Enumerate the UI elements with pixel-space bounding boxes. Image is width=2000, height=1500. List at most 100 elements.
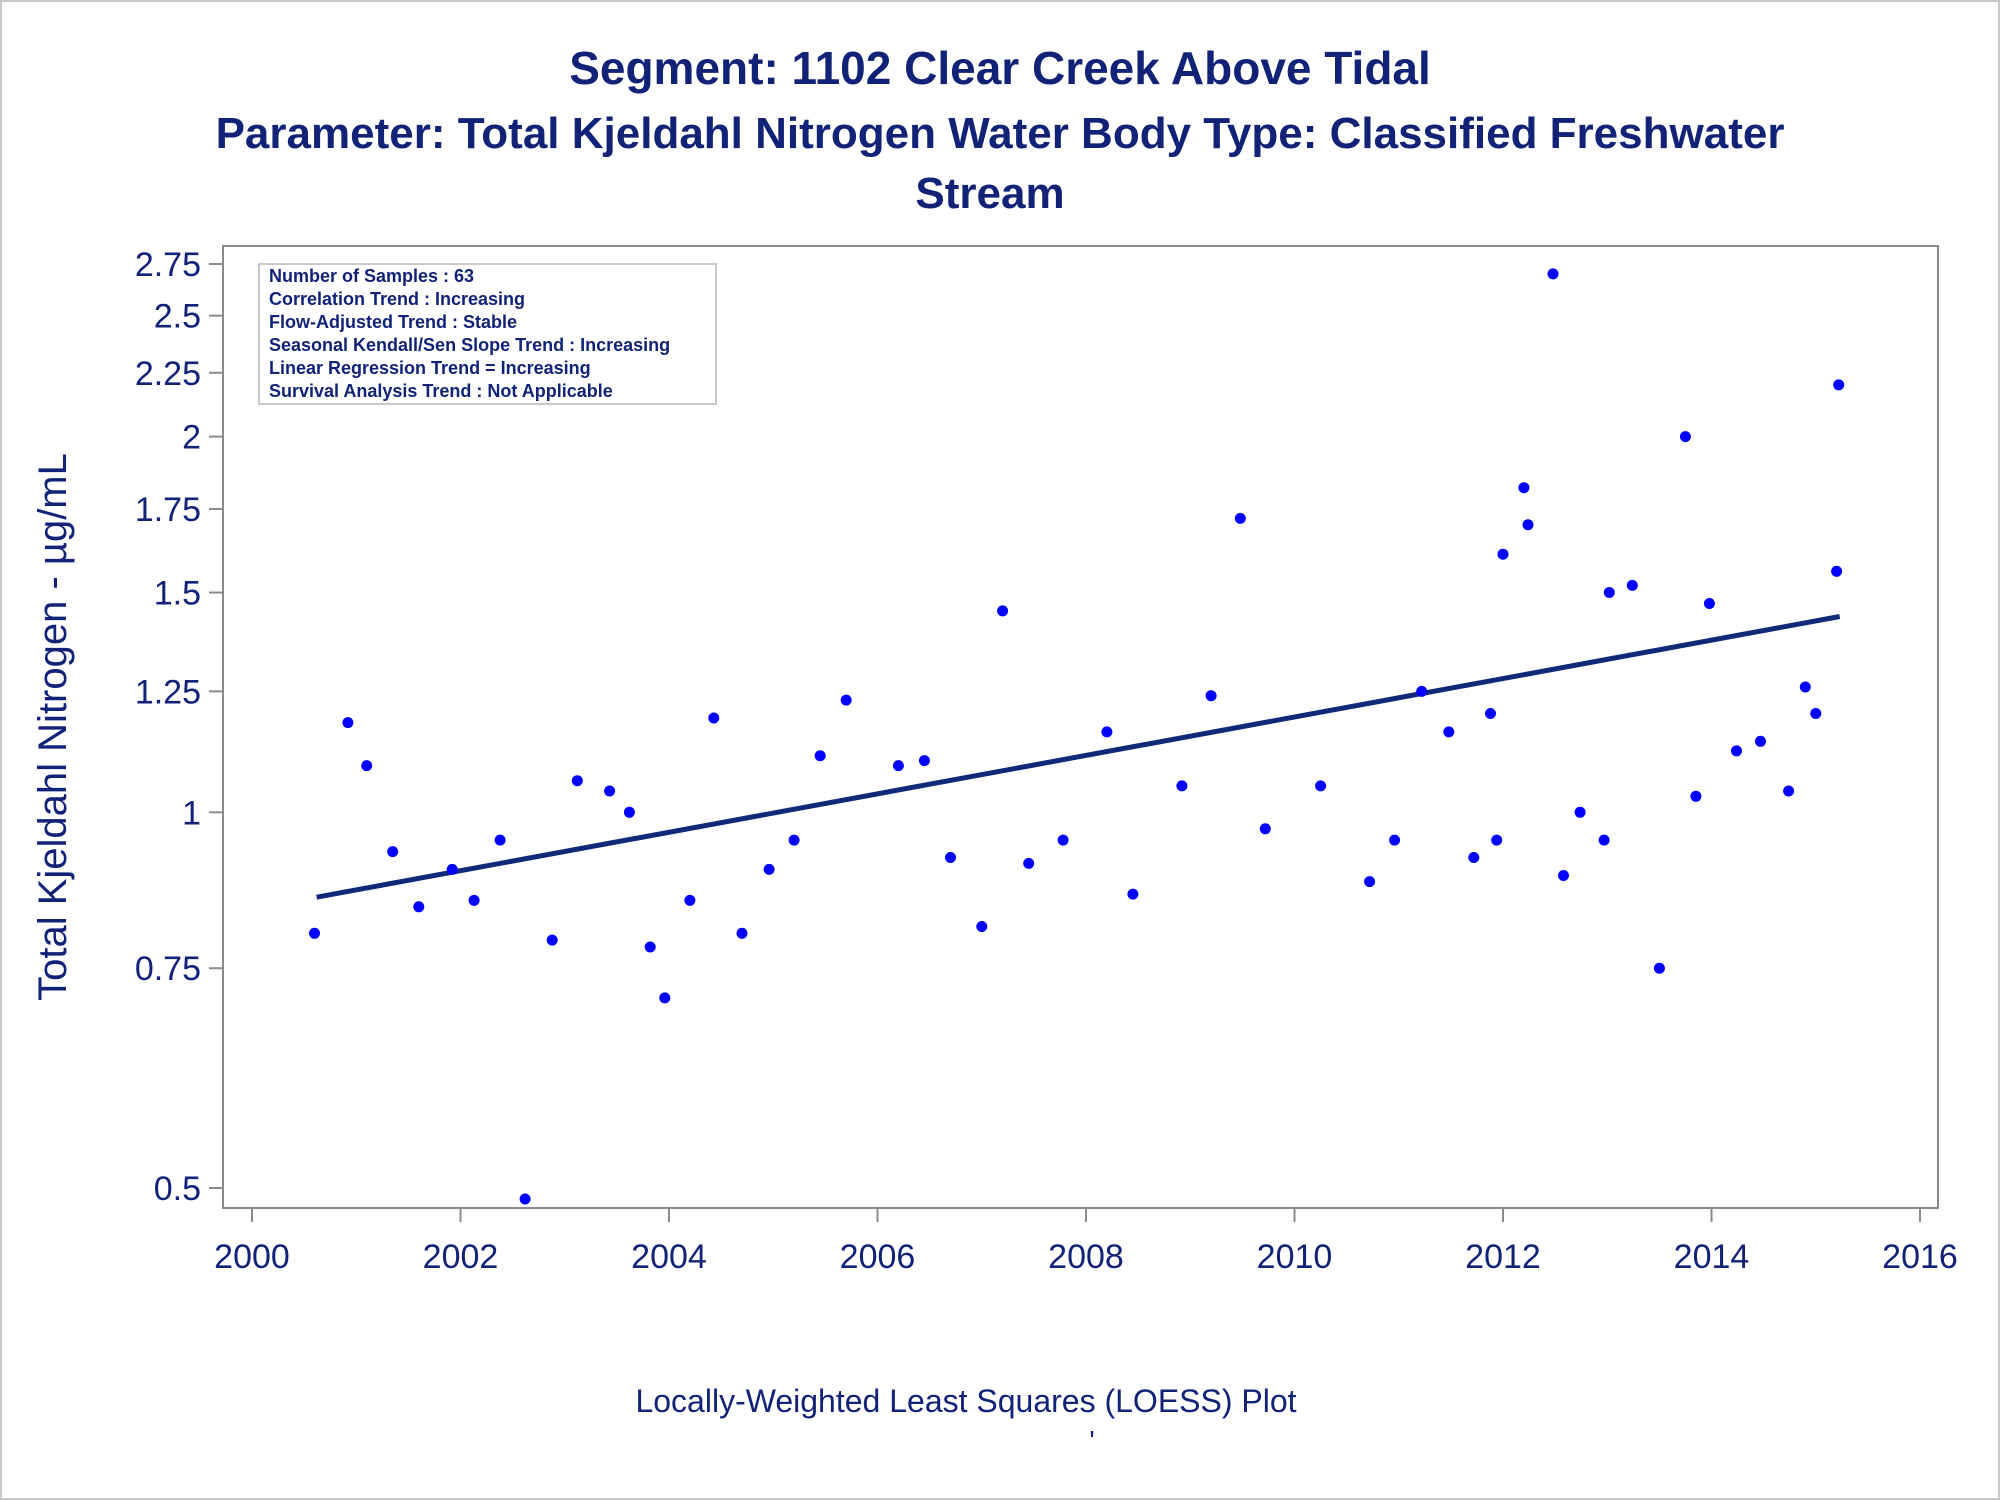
info-line: Survival Analysis Trend : Not Applicable xyxy=(269,381,613,401)
data-point xyxy=(840,694,852,706)
info-line: Seasonal Kendall/Sen Slope Trend : Incre… xyxy=(269,335,670,355)
data-point xyxy=(1731,745,1742,757)
plot-area xyxy=(222,245,1939,1209)
x-tick-label: 2006 xyxy=(840,1238,916,1276)
data-point xyxy=(1522,519,1534,531)
data-point xyxy=(1703,598,1715,609)
data-point xyxy=(1443,726,1455,738)
data-point xyxy=(1389,834,1401,846)
data-point xyxy=(659,992,671,1004)
data-point xyxy=(918,755,930,767)
data-point xyxy=(1234,512,1246,524)
y-tick-label: 1.5 xyxy=(154,575,201,613)
trend-line xyxy=(316,614,1841,900)
data-point xyxy=(708,712,720,724)
data-point xyxy=(1603,587,1615,598)
chart-subtitle-continued: Stream xyxy=(915,169,1064,218)
data-point xyxy=(1574,806,1586,818)
x-tick-label: 2000 xyxy=(214,1238,290,1276)
data-point xyxy=(1755,735,1766,747)
trend-info-box: Number of Samples : 63 Correlation Trend… xyxy=(258,263,717,405)
data-point xyxy=(309,927,320,939)
data-point xyxy=(446,863,458,875)
x-tick-label: 2016 xyxy=(1882,1238,1958,1276)
data-point xyxy=(494,834,506,846)
x-tick-label: 2008 xyxy=(1048,1238,1124,1276)
data-point xyxy=(1679,431,1691,443)
info-line: Number of Samples : 63 xyxy=(269,266,474,286)
y-tick-label: 2 xyxy=(182,419,201,457)
data-points xyxy=(309,268,1845,1205)
data-point xyxy=(976,921,988,932)
data-point xyxy=(519,1193,531,1205)
data-point xyxy=(1799,681,1811,693)
footnote-mark: ' xyxy=(1089,1425,1094,1456)
data-point xyxy=(1101,726,1113,738)
data-point xyxy=(1783,785,1795,797)
y-tick-label: 1 xyxy=(182,794,201,832)
data-point xyxy=(736,927,748,939)
y-tick-label: 2.75 xyxy=(135,246,201,284)
info-line: Linear Regression Trend = Increasing xyxy=(269,358,591,378)
y-axis-label: Total Kjeldahl Nitrogen - µg/mL xyxy=(31,453,75,1001)
data-point xyxy=(1518,482,1530,494)
info-line: Flow-Adjusted Trend : Stable xyxy=(269,312,517,332)
data-point xyxy=(1626,579,1638,591)
data-point xyxy=(1690,790,1702,802)
chart-title: Segment: 1102 Clear Creek Above Tidal xyxy=(569,42,1431,94)
x-tick-label: 2002 xyxy=(423,1238,499,1276)
data-point xyxy=(361,760,373,772)
data-point xyxy=(684,894,696,906)
data-point xyxy=(1176,780,1188,792)
data-point xyxy=(468,894,480,906)
data-point xyxy=(1653,962,1665,974)
x-tick-label: 2014 xyxy=(1674,1238,1750,1276)
x-tick-label: 2004 xyxy=(631,1238,707,1276)
x-axis: 2000 2002 2004 2006 2008 2010 2012 2014 2016 xyxy=(214,1208,1958,1276)
data-point xyxy=(1057,834,1069,846)
data-point xyxy=(814,750,826,762)
data-point xyxy=(1598,834,1610,846)
y-tick-label: 2.25 xyxy=(135,355,201,393)
data-point xyxy=(1491,834,1503,846)
data-point xyxy=(997,605,1009,617)
y-tick-label: 0.5 xyxy=(154,1170,201,1208)
data-point xyxy=(413,901,425,913)
data-point xyxy=(604,785,616,797)
data-point xyxy=(546,934,558,946)
y-tick-label: 2.5 xyxy=(154,298,201,336)
data-point xyxy=(788,834,800,846)
data-point xyxy=(1364,876,1376,888)
data-point xyxy=(1831,565,1843,577)
x-tick-label: 2010 xyxy=(1257,1238,1333,1276)
data-point xyxy=(1468,852,1480,863)
data-point xyxy=(1485,708,1496,719)
chart-subtitle: Parameter: Total Kjeldahl Nitrogen Water… xyxy=(216,109,1785,158)
data-point xyxy=(342,717,354,729)
data-point xyxy=(1416,685,1428,697)
data-point xyxy=(763,863,775,875)
data-point xyxy=(1315,780,1327,792)
data-point xyxy=(1205,690,1217,702)
y-tick-label: 0.75 xyxy=(135,950,201,988)
data-point xyxy=(644,941,656,953)
data-point xyxy=(892,760,904,772)
x-tick-label: 2012 xyxy=(1465,1238,1541,1276)
data-point xyxy=(623,806,635,818)
data-point xyxy=(1497,548,1509,560)
data-point xyxy=(1810,708,1822,719)
y-tick-label: 1.75 xyxy=(135,491,201,529)
info-box-border xyxy=(258,263,717,405)
trend-line-group xyxy=(316,614,1841,900)
info-line: Correlation Trend : Increasing xyxy=(269,289,525,309)
data-point xyxy=(1833,379,1845,391)
data-point xyxy=(571,775,583,787)
y-axis: 0.5 0.75 1 1.25 1.5 1.75 2 2.25 2.5 2.75 xyxy=(135,246,223,1208)
data-point xyxy=(1547,268,1559,280)
data-point xyxy=(945,852,956,863)
data-point xyxy=(1259,823,1271,835)
y-tick-label: 1.25 xyxy=(135,673,201,711)
data-point xyxy=(1127,888,1139,900)
data-point xyxy=(1023,857,1035,869)
